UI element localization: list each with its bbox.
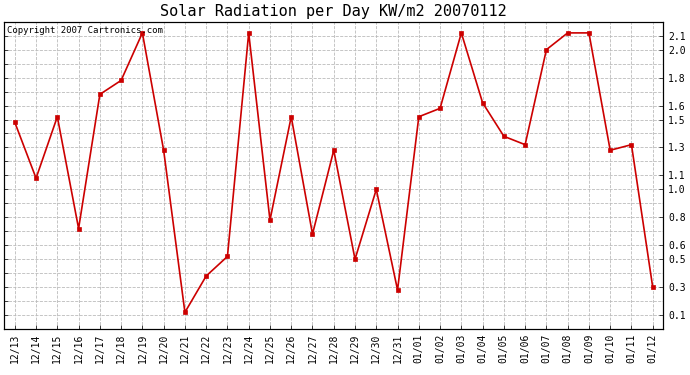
- Text: Copyright 2007 Cartronics.com: Copyright 2007 Cartronics.com: [8, 26, 164, 35]
- Title: Solar Radiation per Day KW/m2 20070112: Solar Radiation per Day KW/m2 20070112: [160, 4, 507, 19]
